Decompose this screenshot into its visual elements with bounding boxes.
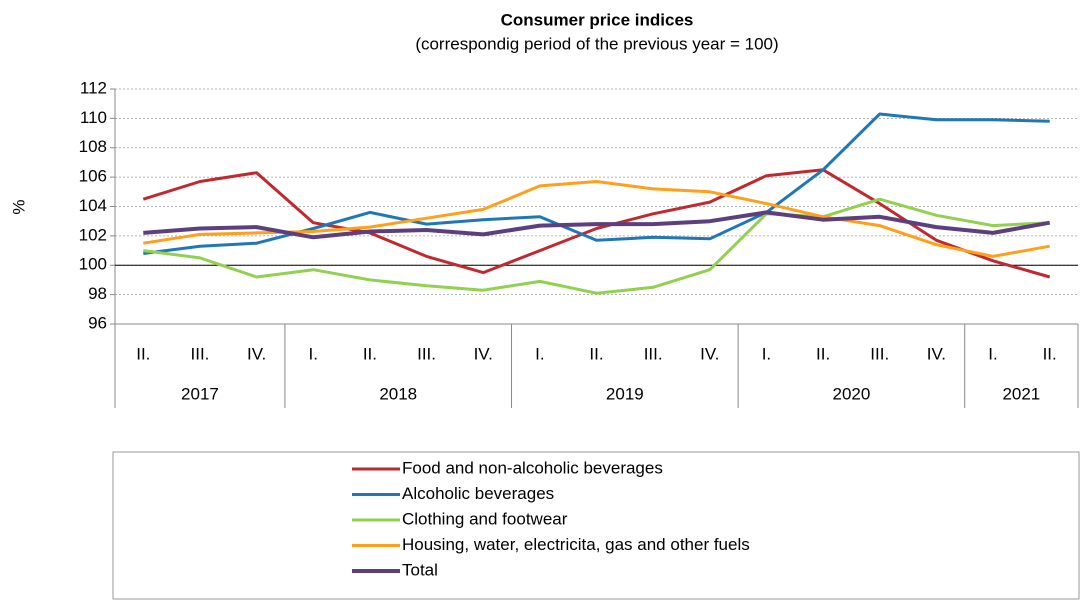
- chart-title: Consumer price indices: [501, 10, 694, 29]
- x-tick-label: II.: [816, 344, 830, 363]
- x-tick-label: III.: [644, 344, 663, 363]
- legend-box: [112, 451, 1080, 600]
- legend-label: Food and non-alcoholic beverages: [402, 458, 663, 477]
- y-tick-label: 102: [79, 225, 107, 244]
- x-tick-label: IV.: [700, 344, 719, 363]
- y-tick-label: 100: [79, 255, 107, 274]
- x-tick-label: II.: [1043, 344, 1057, 363]
- x-tick-label: III.: [191, 344, 210, 363]
- x-group-label: 2021: [1002, 384, 1040, 403]
- legend-label: Housing, water, electricita, gas and oth…: [402, 535, 750, 554]
- y-tick-label: 112: [80, 78, 107, 97]
- x-group-label: 2019: [606, 384, 644, 403]
- x-tick-label: IV.: [474, 344, 493, 363]
- x-group-label: 2017: [181, 384, 219, 403]
- y-tick-label: 110: [80, 108, 107, 127]
- x-tick-label: IV.: [247, 344, 266, 363]
- legend-label: Clothing and footwear: [402, 509, 568, 528]
- legend-label: Total: [402, 560, 438, 579]
- y-tick-label: 106: [79, 167, 107, 186]
- y-tick-label: 108: [79, 137, 107, 156]
- y-tick-label: 98: [88, 284, 107, 303]
- y-tick-label: 96: [88, 313, 107, 332]
- x-tick-label: I.: [988, 344, 997, 363]
- x-tick-label: III.: [870, 344, 889, 363]
- x-tick-label: II.: [589, 344, 603, 363]
- x-tick-label: II.: [136, 344, 150, 363]
- series-line: [143, 197, 1050, 295]
- series-line: [142, 168, 1051, 279]
- series-line: [143, 210, 1051, 240]
- x-tick-label: III.: [417, 344, 436, 363]
- x-tick-label: II.: [363, 344, 377, 363]
- x-tick-label: I.: [535, 344, 544, 363]
- y-tick-label: 104: [79, 196, 107, 215]
- x-tick-label: IV.: [927, 344, 946, 363]
- x-group-label: 2018: [379, 384, 417, 403]
- y-axis-label: %: [9, 199, 28, 214]
- x-tick-label: I.: [309, 344, 318, 363]
- x-tick-label: I.: [762, 344, 771, 363]
- legend-label: Alcoholic beverages: [402, 484, 554, 503]
- chart-subtitle: (correspondig period of the previous yea…: [415, 34, 778, 53]
- x-group-label: 2020: [832, 384, 870, 403]
